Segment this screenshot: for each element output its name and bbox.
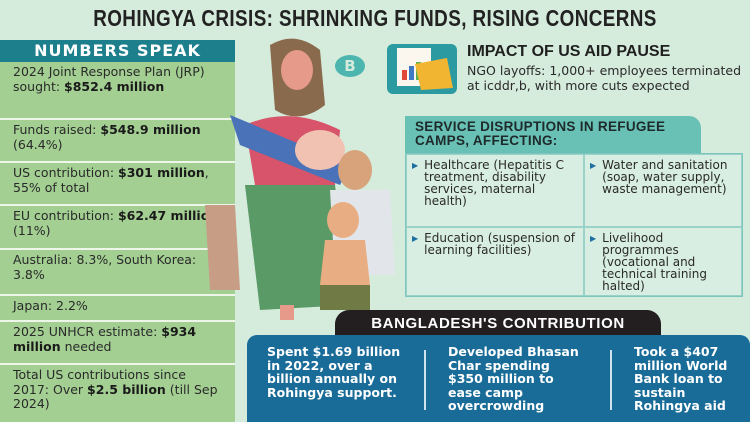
numbers-item-post: (11%) (13, 222, 51, 238)
disruption-item: ▶ Healthcare (Hepatitis C treatment, disa… (406, 154, 584, 227)
service-disruptions-grid: ▶ Healthcare (Hepatitis C treatment, disa… (405, 153, 743, 297)
numbers-speak-panel: NUMBERS SPEAK 2024 Joint Response Plan (… (0, 40, 235, 422)
numbers-item-pre: Japan: 2.2% (13, 298, 88, 313)
numbers-item-bold: $2.5 billion (87, 381, 166, 397)
numbers-item-bold: $934 million (13, 324, 197, 354)
publication-logo: B (335, 55, 365, 77)
contribution-item: Spent $1.69 billion in 2022, over a bill… (267, 344, 401, 400)
bullet-triangle-icon: ▶ (412, 161, 419, 170)
numbers-item-pre: US contribution: (13, 165, 118, 180)
numbers-item-post: needed (60, 338, 112, 354)
divider (610, 350, 612, 410)
numbers-item-bold: $301 million (118, 165, 205, 180)
numbers-item: Funds raised: $548.9 million (64.4%) (0, 120, 235, 163)
numbers-item-pre: Funds raised: (13, 122, 101, 137)
numbers-item: Total US contributions since 2017: Over … (0, 365, 235, 422)
numbers-item-post: (till Sep 2024) (13, 381, 218, 411)
numbers-item-bold: $852.4 million (64, 78, 165, 94)
report-folder-icon (387, 44, 457, 94)
disruption-item: ▶ Livelihood programmes (vocational and t… (584, 227, 742, 296)
numbers-item: 2025 UNHCR estimate: $934 million needed (0, 322, 235, 365)
contribution-item: Took a $407 million World Bank loan to s… (634, 344, 728, 413)
numbers-item: EU contribution: $62.47 million (11%) (0, 206, 235, 250)
numbers-item: 2024 Joint Response Plan (JRP) sought: $… (0, 62, 235, 120)
numbers-item-bold: $62.47 million (117, 208, 219, 223)
numbers-item: Japan: 2.2% (0, 296, 235, 322)
bullet-triangle-icon: ▶ (412, 234, 419, 243)
page-title: ROHINGYA CRISIS: SHRINKING FUNDS, RISING… (93, 5, 657, 31)
service-disruptions-heading: SERVICE DISRUPTIONS IN REFUGEE CAMPS, AF… (405, 116, 701, 153)
numbers-item-pre: EU contribution: (13, 208, 118, 223)
bangladesh-contribution-panel: Spent $1.69 billion in 2022, over a bill… (247, 335, 750, 422)
divider (424, 350, 426, 410)
impact-text: NGO layoffs: 1,000+ employees terminated… (467, 63, 742, 93)
numbers-item: Australia: 8.3%, South Korea: 3.8% (0, 250, 235, 296)
numbers-item-bold: $548.9 million (100, 122, 201, 137)
disruption-item: ▶ Education (suspension of learning facil… (406, 227, 584, 296)
numbers-item-pre: Total US contributions since 2017: Over (13, 367, 186, 397)
numbers-item-pre: Australia: 8.3%, South Korea: 3.8% (13, 252, 197, 282)
numbers-item-pre: 2025 UNHCR estimate: (13, 324, 162, 339)
numbers-item-pre: 2024 Joint Response Plan (JRP) sought: (13, 64, 205, 94)
numbers-item-post: , 55% of total (13, 165, 209, 195)
contribution-item: Developed Bhasan Char spending $350 mill… (448, 344, 579, 413)
bullet-triangle-icon: ▶ (590, 234, 597, 243)
disruption-item: ▶ Water and sanitation (soap, water suppl… (584, 154, 742, 227)
numbers-item-post: (64.4%) (13, 136, 63, 152)
refugee-family-illustration (205, 38, 395, 320)
bullet-triangle-icon: ▶ (590, 161, 597, 170)
numbers-item: US contribution: $301 million, 55% of to… (0, 163, 235, 206)
numbers-speak-heading: NUMBERS SPEAK (0, 40, 235, 62)
bangladesh-contribution-heading: BANGLADESH'S CONTRIBUTION (335, 310, 661, 336)
impact-heading: IMPACT OF US AID PAUSE (467, 43, 671, 60)
